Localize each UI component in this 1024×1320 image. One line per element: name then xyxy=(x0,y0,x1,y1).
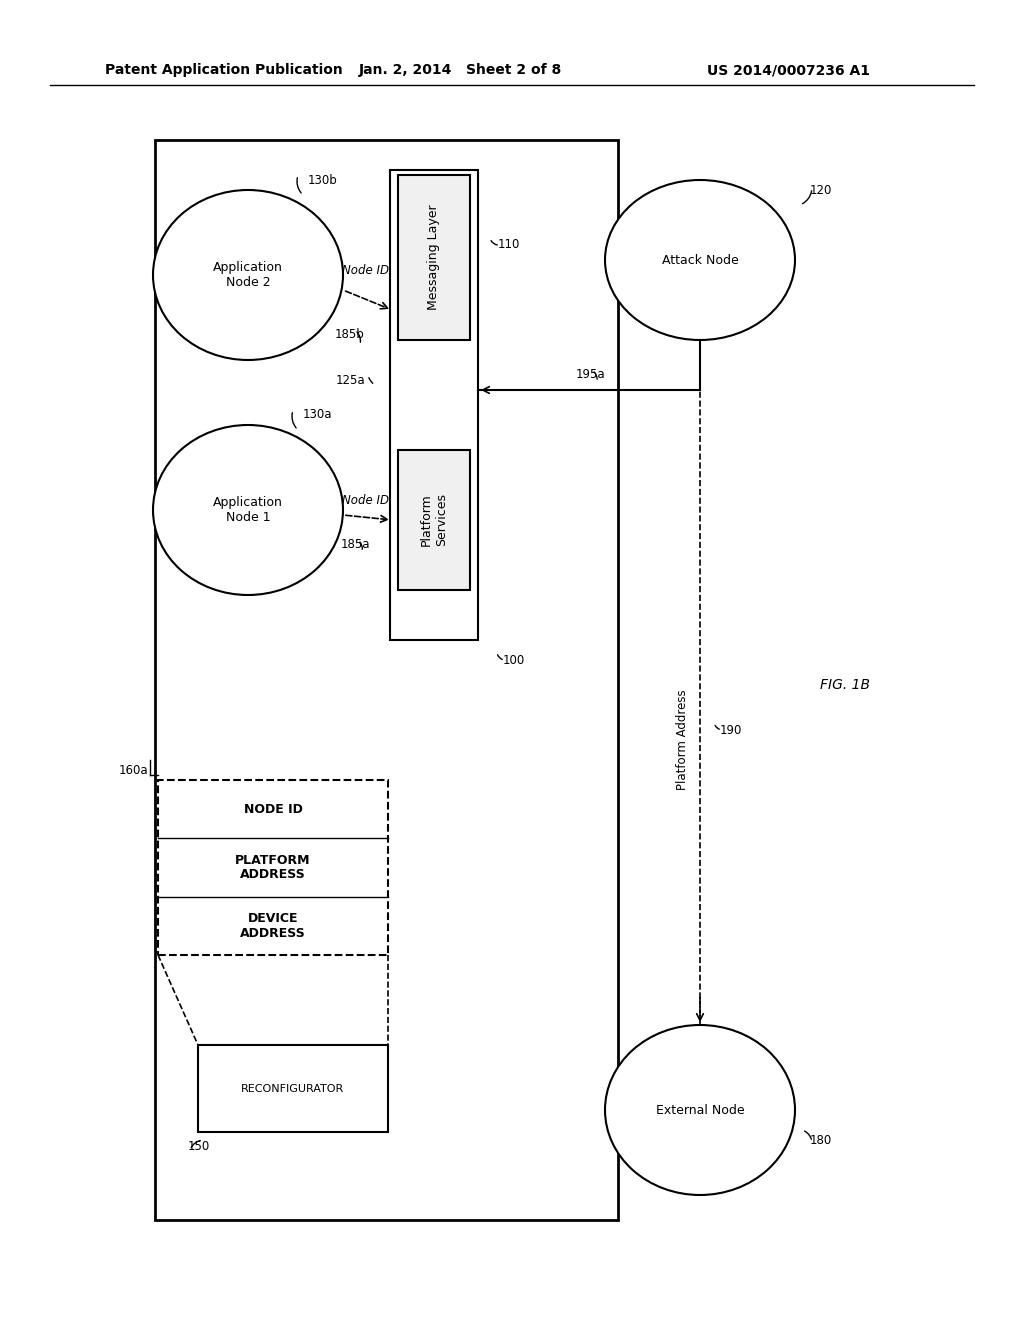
Bar xyxy=(398,450,470,590)
Text: 150: 150 xyxy=(188,1140,210,1154)
Ellipse shape xyxy=(605,1026,795,1195)
Bar xyxy=(390,170,478,640)
Text: External Node: External Node xyxy=(655,1104,744,1117)
Text: Messaging Layer: Messaging Layer xyxy=(427,205,440,310)
Text: Platform
Services: Platform Services xyxy=(420,494,449,546)
Text: Attack Node: Attack Node xyxy=(662,253,738,267)
Text: 125a: 125a xyxy=(336,374,365,387)
Text: Patent Application Publication: Patent Application Publication xyxy=(105,63,343,77)
Text: NODE ID: NODE ID xyxy=(244,803,302,816)
Ellipse shape xyxy=(153,190,343,360)
Text: US 2014/0007236 A1: US 2014/0007236 A1 xyxy=(707,63,870,77)
Text: 190: 190 xyxy=(720,723,742,737)
Text: 130a: 130a xyxy=(303,408,333,421)
Bar xyxy=(398,176,470,341)
Text: 185a: 185a xyxy=(340,539,370,552)
Bar xyxy=(155,140,618,1220)
Text: 180: 180 xyxy=(810,1134,833,1147)
Text: DEVICE
ADDRESS: DEVICE ADDRESS xyxy=(240,912,306,940)
Text: 130b: 130b xyxy=(308,173,338,186)
Text: RECONFIGURATOR: RECONFIGURATOR xyxy=(242,1084,345,1093)
Bar xyxy=(198,1045,388,1133)
Text: FIG. 1B: FIG. 1B xyxy=(820,678,870,692)
Text: Node ID: Node ID xyxy=(342,494,389,507)
Text: Application
Node 2: Application Node 2 xyxy=(213,261,283,289)
Text: Jan. 2, 2014   Sheet 2 of 8: Jan. 2, 2014 Sheet 2 of 8 xyxy=(358,63,561,77)
Text: Application
Node 1: Application Node 1 xyxy=(213,496,283,524)
Text: Platform Address: Platform Address xyxy=(676,689,688,791)
Text: Node ID: Node ID xyxy=(342,264,389,276)
Text: 185b: 185b xyxy=(335,329,365,342)
Text: 110: 110 xyxy=(498,239,520,252)
Text: 120: 120 xyxy=(810,183,833,197)
Ellipse shape xyxy=(153,425,343,595)
Text: 100: 100 xyxy=(503,653,525,667)
Bar xyxy=(158,780,388,954)
Ellipse shape xyxy=(605,180,795,341)
Text: PLATFORM
ADDRESS: PLATFORM ADDRESS xyxy=(236,854,310,882)
Text: 195a: 195a xyxy=(575,368,605,381)
Text: 160a: 160a xyxy=(119,763,148,776)
